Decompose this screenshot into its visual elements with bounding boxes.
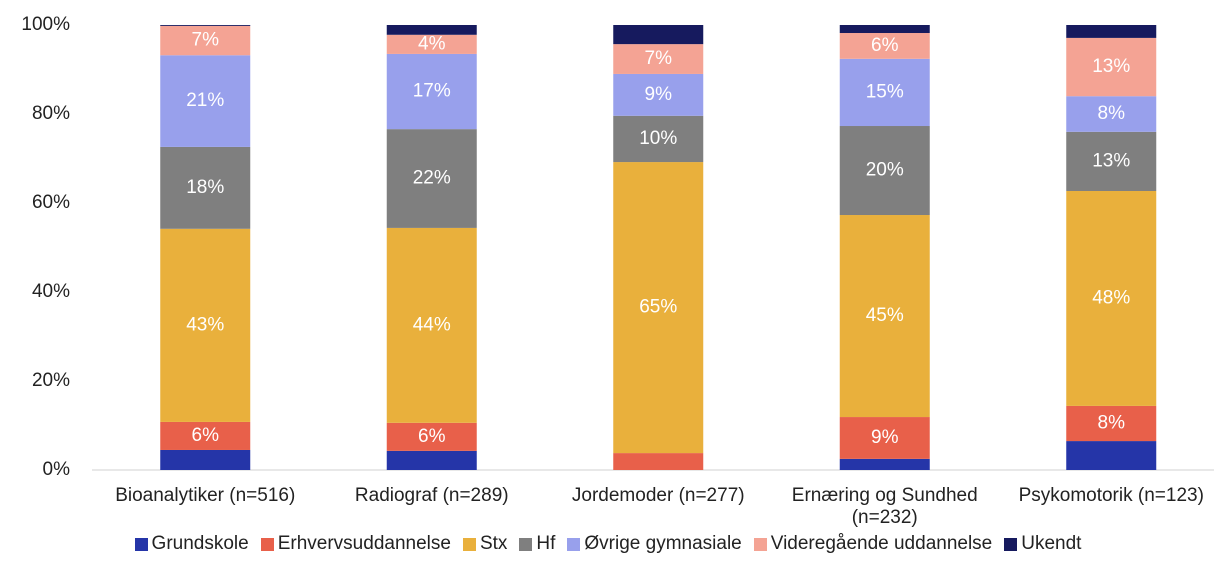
bar-segment	[839, 25, 930, 34]
x-tick-label: Bioanalytiker (n=516)	[115, 485, 296, 506]
bar-segment	[1066, 405, 1157, 442]
bar-segment	[839, 58, 930, 127]
bar-segment	[1066, 37, 1157, 97]
bar-segment	[1066, 96, 1157, 132]
data-label: 44%	[413, 314, 451, 335]
legend-item: Ukendt	[1004, 533, 1081, 555]
legend-item: Hf	[519, 533, 555, 555]
bar-segment	[1066, 25, 1157, 38]
data-label: 15%	[866, 81, 904, 102]
bar-segment	[160, 421, 251, 450]
bar-segment	[839, 417, 930, 459]
data-label: 20%	[866, 160, 904, 181]
data-label: 8%	[1098, 103, 1126, 124]
data-label: 9%	[871, 427, 899, 448]
legend-swatch	[260, 537, 274, 551]
legend-label: Videregående uddannelse	[770, 533, 993, 554]
data-label: 22%	[413, 168, 451, 189]
legend-label: Hf	[536, 533, 556, 554]
y-tick-label: 40%	[32, 281, 70, 302]
bar-segment	[613, 73, 704, 116]
bar-segment	[613, 162, 704, 454]
data-label: 45%	[866, 305, 904, 326]
legend-swatch	[134, 537, 148, 551]
bar-segment	[613, 44, 704, 74]
data-label: 21%	[186, 90, 224, 111]
data-label: 13%	[1092, 150, 1130, 171]
y-tick-label: 80%	[32, 103, 70, 124]
legend-label: Øvrige gymnasiale	[584, 533, 742, 554]
bar-segment	[1066, 441, 1157, 470]
bar-segment	[839, 458, 930, 470]
data-label: 6%	[418, 426, 446, 447]
x-tick-label: Jordemoder (n=277)	[571, 485, 745, 506]
legend-swatch	[567, 537, 581, 551]
legend-item: Grundskole	[134, 533, 249, 555]
legend-swatch	[462, 537, 476, 551]
legend-label: Stx	[479, 533, 508, 554]
x-tick-label: Psykomotorik (n=123)	[1018, 485, 1204, 506]
legend-label: Erhvervsuddannelse	[277, 533, 451, 554]
bar-segment	[613, 453, 704, 470]
legend-swatch	[753, 537, 767, 551]
bar-segment	[386, 34, 477, 54]
data-label: 8%	[1098, 413, 1126, 434]
data-label: 13%	[1092, 56, 1130, 77]
bar-segment	[386, 227, 477, 423]
bar-segment	[1066, 131, 1157, 191]
bar-segment	[160, 449, 251, 470]
data-label: 6%	[192, 425, 220, 446]
legend-swatch	[519, 537, 533, 551]
bar-segment	[613, 115, 704, 163]
legend-item: Videregående uddannelse	[753, 533, 993, 555]
data-label: 6%	[871, 35, 899, 56]
bar-segment	[160, 146, 251, 229]
bar-segment	[613, 25, 704, 45]
data-label: 9%	[645, 84, 673, 105]
data-label: 43%	[186, 314, 224, 335]
data-label: 17%	[413, 81, 451, 102]
bar-segment	[160, 55, 251, 147]
bar-segment	[839, 33, 930, 59]
x-tick-label: Radiograf (n=289)	[354, 485, 509, 506]
data-label: 7%	[192, 30, 220, 51]
bar-segment	[160, 228, 251, 422]
legend-item: Stx	[462, 533, 508, 555]
bar-segment	[386, 129, 477, 228]
data-label: 7%	[645, 48, 673, 69]
y-tick-label: 0%	[43, 459, 71, 480]
data-label: 18%	[186, 177, 224, 198]
bar-segment	[1066, 190, 1157, 406]
bar-segment	[160, 25, 251, 56]
bar-segment	[386, 53, 477, 130]
bar-segment	[839, 215, 930, 418]
bar-segment	[386, 422, 477, 451]
data-label: 10%	[639, 128, 677, 149]
bar-segment	[160, 25, 251, 26]
legend: Grundskole Erhvervsuddannelse Stx Hf Øvrige …	[0, 533, 1216, 555]
data-label: 65%	[639, 297, 677, 318]
data-label: 48%	[1092, 287, 1130, 308]
legend-item: Erhvervsuddannelse	[260, 533, 451, 555]
legend-label: Ukendt	[1021, 533, 1082, 554]
x-tick-label: Ernæring og Sundhed (n=232)	[791, 485, 978, 528]
y-tick-label: 20%	[32, 370, 70, 391]
bar-segment	[386, 450, 477, 470]
bar-segment	[839, 126, 930, 216]
data-label: 4%	[418, 33, 446, 54]
bar-segment	[386, 25, 477, 35]
legend-swatch	[1004, 537, 1018, 551]
y-tick-label: 60%	[32, 192, 70, 213]
legend-label: Grundskole	[151, 533, 249, 554]
y-tick-label: 100%	[21, 14, 70, 35]
legend-item: Øvrige gymnasiale	[567, 533, 742, 555]
